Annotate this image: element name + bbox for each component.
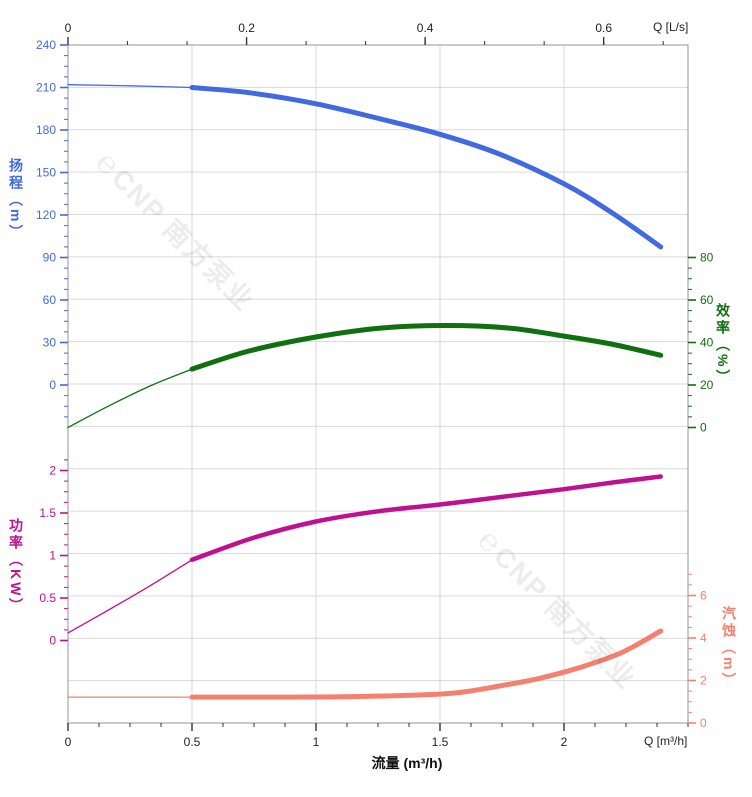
- x-top-tick-label: 0.6: [595, 21, 612, 35]
- npsh-tick-label: 0: [700, 716, 707, 730]
- x-tick-label: 1: [313, 735, 320, 749]
- npsh-tick-label: 4: [700, 631, 707, 645]
- head-tick-label: 150: [36, 166, 56, 180]
- power-tick-label: 1.5: [39, 506, 56, 520]
- x-axis-ticks: [67, 37, 689, 731]
- efficiency-curve: [67, 323, 664, 429]
- power-tick-label: 0: [49, 634, 56, 648]
- eff-tick-label: 40: [700, 336, 714, 350]
- flow-axis-title: 流量 (m³/h): [371, 755, 443, 771]
- head-tick-label: 180: [36, 123, 56, 137]
- x-axis-tick-labels: 0 0.5 1 1.5 2 0 0.2 0.4 0.6: [65, 21, 613, 749]
- power-axis-ticks: [60, 459, 68, 642]
- head-tick-label: 30: [43, 336, 57, 350]
- npsh-axis-ticks: [688, 573, 696, 724]
- x-tick-label: 0.5: [184, 735, 201, 749]
- x-tick-label: 1.5: [432, 735, 449, 749]
- head-curve: [67, 84, 664, 250]
- head-tick-label: 60: [43, 293, 57, 307]
- npsh-axis-title: 汽蚀（m）: [721, 606, 737, 690]
- eff-tick-label: 0: [700, 421, 707, 435]
- x-top-tick-label: 0: [65, 21, 72, 35]
- power-curve: [67, 474, 663, 634]
- head-tick-label: 120: [36, 208, 56, 222]
- x-tick-label: 0: [65, 735, 72, 749]
- head-tick-label: 0: [49, 378, 56, 392]
- efficiency-axis-title: 效率（%）: [715, 303, 731, 387]
- head-tick-label: 240: [36, 38, 56, 52]
- head-tick-label: 210: [36, 81, 56, 95]
- npsh-tick-label: 2: [700, 674, 707, 688]
- npsh-curve: [67, 628, 664, 700]
- eff-tick-label: 20: [700, 378, 714, 392]
- gridlines: [68, 45, 688, 723]
- npsh-tick-label: 6: [700, 589, 707, 603]
- head-axis-ticks: [60, 44, 68, 418]
- power-tick-label: 0.5: [39, 591, 56, 605]
- top-axis-unit-label: Q [L/s]: [653, 20, 689, 34]
- eff-axis-ticks: [688, 256, 696, 429]
- power-axis-title: 功率（KW）: [8, 518, 24, 616]
- power-tick-label: 1: [49, 549, 56, 563]
- eff-tick-label: 60: [700, 293, 714, 307]
- x-tick-label: 2: [561, 735, 568, 749]
- eff-tick-label: 80: [700, 251, 714, 265]
- power-tick-label: 2: [49, 464, 56, 478]
- head-axis-title: 扬程（m）: [8, 158, 24, 242]
- x-top-tick-label: 0.2: [238, 21, 255, 35]
- head-tick-label: 90: [43, 251, 57, 265]
- bottom-axis-unit-label: Q [m³/h]: [644, 734, 688, 748]
- x-top-tick-label: 0.4: [417, 21, 434, 35]
